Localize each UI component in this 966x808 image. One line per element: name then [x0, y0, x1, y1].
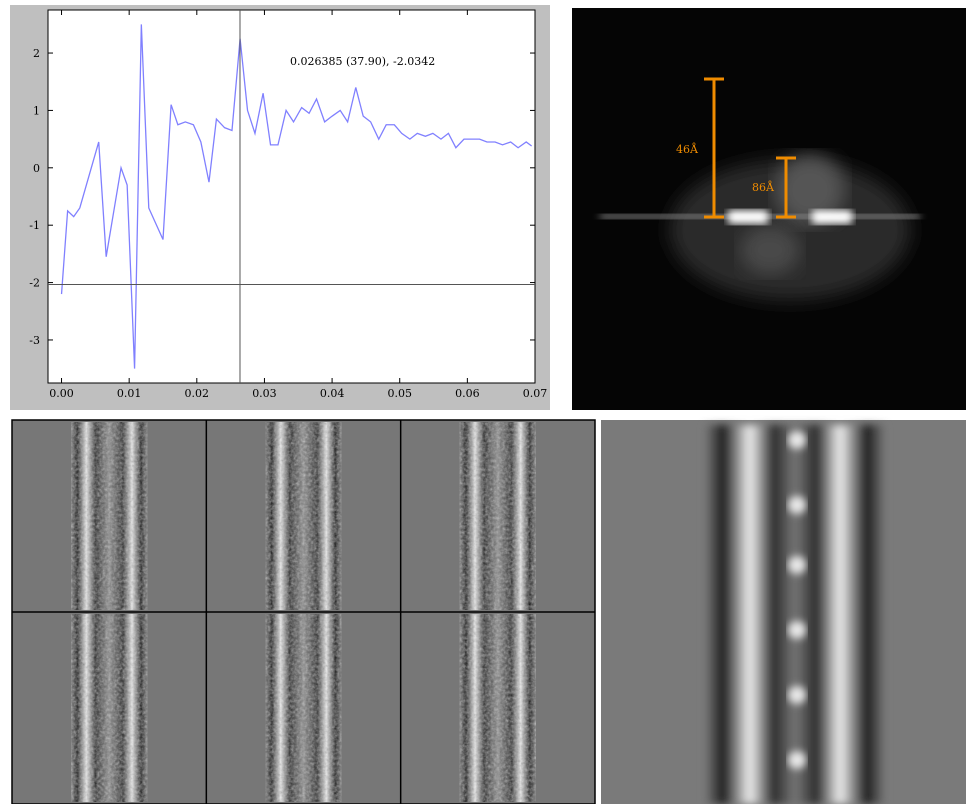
x-tick-label: 0.01 — [117, 387, 142, 400]
y-tick-label: -2 — [29, 277, 40, 290]
segment-noise — [266, 614, 342, 802]
x-tick-label: 0.05 — [387, 387, 412, 400]
cursor-annotation: 0.026385 (37.90), -2.0342 — [290, 55, 435, 68]
segment-grid — [12, 420, 595, 804]
x-tick-label: 0.06 — [455, 387, 480, 400]
y-tick-label: 1 — [33, 104, 40, 117]
y-tick-label: -3 — [29, 334, 40, 347]
page: {"chart_data": {"type": "line", "x": [0.… — [0, 0, 966, 804]
y-tick-label: -1 — [29, 219, 40, 232]
segment-noise — [460, 614, 536, 802]
x-tick-label: 0.04 — [320, 387, 345, 400]
measure-label: 46Å — [676, 142, 699, 156]
x-tick-label: 0.02 — [185, 387, 210, 400]
segment-noise — [266, 422, 342, 610]
segment-noise — [460, 422, 536, 610]
figure: 0.00 0.01 0.02 0.03 0.04 0.05 0.06 0.07 -3 -2 -1 0 1… — [0, 0, 966, 804]
y-tick-label: 2 — [33, 47, 40, 60]
segment-noise — [71, 614, 147, 802]
x-tick-label: 0.07 — [523, 387, 548, 400]
fft-image: 46Å 86Å — [572, 8, 966, 410]
x-tick-label: 0.03 — [252, 387, 277, 400]
y-tick-label: 0 — [33, 162, 40, 175]
x-tick-label: 0.00 — [49, 387, 74, 400]
segment-noise — [71, 422, 147, 610]
average-image — [601, 420, 966, 804]
measure-label: 86Å — [752, 180, 775, 194]
